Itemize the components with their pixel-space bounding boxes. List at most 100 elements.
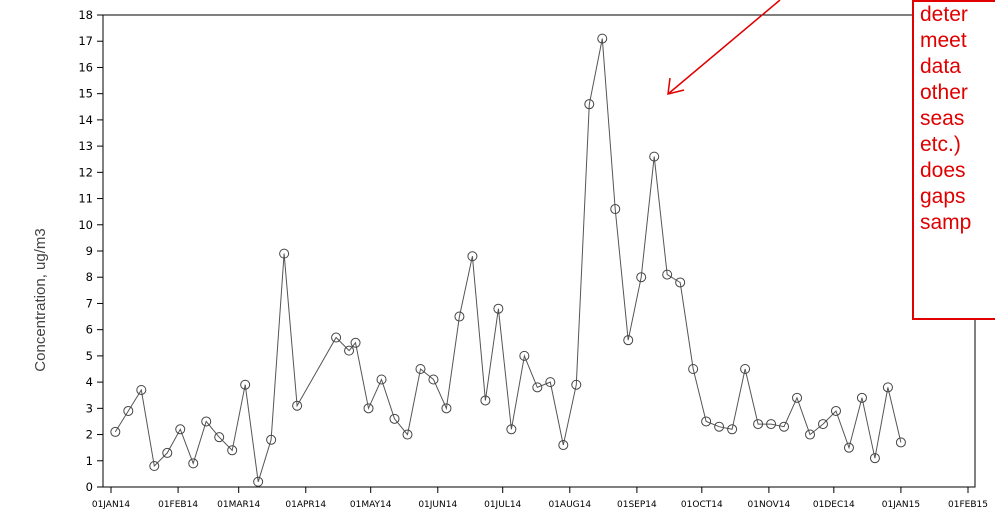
data-point bbox=[869, 453, 880, 464]
x-tick-label: 01NOV14 bbox=[748, 500, 791, 510]
data-point bbox=[454, 311, 465, 322]
x-tick-label: 01OCT14 bbox=[681, 500, 723, 510]
x-tick-label: 01APR14 bbox=[285, 500, 326, 510]
y-tick-label: 18 bbox=[78, 8, 93, 22]
data-point bbox=[428, 374, 439, 385]
data-point bbox=[779, 421, 790, 432]
annotation-text-line: meet bbox=[920, 29, 967, 52]
annotation-text-line: does bbox=[920, 159, 966, 182]
series-line bbox=[114, 38, 902, 482]
y-tick-label: 12 bbox=[78, 165, 93, 179]
data-point bbox=[856, 392, 867, 403]
data-point bbox=[727, 424, 738, 435]
data-points bbox=[110, 33, 906, 487]
y-tick-label: 3 bbox=[86, 401, 93, 415]
data-point bbox=[895, 437, 906, 448]
y-tick-label: 11 bbox=[78, 192, 93, 206]
data-point bbox=[610, 204, 621, 215]
data-point bbox=[519, 350, 530, 361]
annotation-text-line: deter bbox=[920, 3, 968, 26]
data-point bbox=[493, 303, 504, 314]
data-point bbox=[227, 445, 238, 456]
y-tick-label: 7 bbox=[86, 296, 93, 310]
data-point bbox=[350, 337, 361, 348]
y-tick-label: 5 bbox=[86, 349, 93, 363]
x-tick-label: 01FEB14 bbox=[158, 500, 198, 510]
y-tick-label: 9 bbox=[86, 244, 93, 258]
y-tick-label: 10 bbox=[78, 218, 93, 232]
data-point bbox=[805, 429, 816, 440]
data-point bbox=[714, 421, 725, 432]
data-point bbox=[415, 364, 426, 374]
data-point bbox=[818, 419, 829, 430]
data-point bbox=[506, 424, 517, 435]
data-point bbox=[162, 447, 173, 458]
y-tick-label: 14 bbox=[78, 113, 93, 127]
y-tick-label: 8 bbox=[86, 270, 93, 284]
data-point bbox=[792, 392, 803, 403]
data-point bbox=[331, 332, 342, 343]
data-point bbox=[201, 416, 212, 427]
data-point bbox=[344, 345, 355, 356]
x-tick-label: 01MAR14 bbox=[217, 500, 260, 510]
data-point bbox=[389, 413, 400, 424]
x-tick-label: 01JAN14 bbox=[92, 500, 131, 510]
x-tick-label: 01MAY14 bbox=[350, 500, 392, 510]
data-point bbox=[123, 405, 134, 416]
x-tick-label: 01AUG14 bbox=[548, 500, 591, 510]
annotation-text-line: seas bbox=[920, 107, 965, 130]
y-tick-label: 1 bbox=[86, 454, 93, 468]
data-point bbox=[376, 374, 387, 385]
data-point bbox=[649, 151, 660, 162]
y-tick-label: 13 bbox=[78, 139, 93, 153]
x-tick-label: 01JUN14 bbox=[418, 500, 457, 510]
data-point bbox=[830, 405, 841, 416]
data-point bbox=[571, 379, 582, 390]
data-point bbox=[402, 429, 413, 440]
y-tick-label: 15 bbox=[78, 87, 93, 101]
data-point bbox=[363, 403, 374, 414]
data-point bbox=[675, 277, 686, 288]
data-point bbox=[214, 432, 225, 443]
data-point bbox=[253, 476, 264, 487]
y-tick-label: 6 bbox=[86, 323, 93, 337]
data-point bbox=[753, 419, 764, 430]
y-tick-label: 16 bbox=[78, 60, 93, 74]
annotation-text-line: other bbox=[920, 81, 968, 104]
data-point bbox=[175, 424, 186, 435]
data-point bbox=[545, 377, 556, 388]
x-tick-label: 01SEP14 bbox=[617, 500, 657, 510]
data-point bbox=[558, 440, 569, 451]
annotation-text-line: gaps bbox=[920, 185, 966, 208]
data-point bbox=[740, 364, 751, 374]
data-point bbox=[279, 248, 290, 259]
data-point bbox=[292, 400, 303, 411]
data-point bbox=[188, 458, 199, 469]
y-tick-label: 4 bbox=[86, 375, 93, 389]
y-tick-label: 0 bbox=[86, 480, 93, 494]
data-point bbox=[266, 434, 277, 445]
y-axis-label: Concentration, ug/m3 bbox=[32, 228, 49, 371]
y-tick-label: 17 bbox=[78, 34, 93, 48]
x-tick-label: 01FEB15 bbox=[948, 500, 988, 510]
annotation-text-line: data bbox=[920, 55, 961, 78]
data-point bbox=[480, 395, 491, 406]
data-point bbox=[636, 272, 647, 283]
x-tick-label: 01JUL14 bbox=[484, 500, 521, 510]
data-point bbox=[467, 251, 478, 262]
data-point bbox=[110, 426, 121, 437]
annotation-text-line: etc.) bbox=[920, 133, 961, 156]
data-point bbox=[623, 335, 634, 346]
x-tick-label: 01DEC14 bbox=[813, 500, 855, 510]
data-point bbox=[136, 384, 147, 395]
data-point bbox=[240, 379, 251, 390]
data-point bbox=[882, 382, 893, 393]
data-point bbox=[701, 416, 712, 427]
annotation-box: deter meet data other seas etc.) does gaps samp bbox=[912, 0, 995, 320]
plot-area-frame bbox=[102, 14, 976, 488]
x-axis: 01JAN14 01FEB14 01MAR14 01APR14 01MAY14 01JUN… bbox=[92, 487, 988, 510]
data-point bbox=[597, 33, 608, 44]
data-point bbox=[149, 461, 160, 472]
